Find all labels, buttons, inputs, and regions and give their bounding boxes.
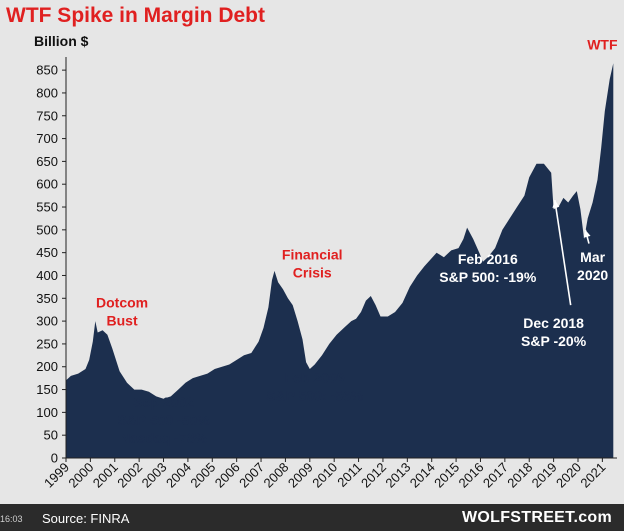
annotation-0: Dotcom Bust	[96, 294, 148, 328]
x-tick-label: 2011	[334, 460, 364, 490]
y-tick-label: 750	[36, 108, 58, 123]
annotation-7: WTF	[587, 37, 618, 53]
annotation-line: Bust	[107, 312, 138, 328]
brand-label: WOLFSTREET.com	[462, 509, 612, 526]
x-tick-label: 2012	[358, 460, 389, 491]
x-tick-label: 2021	[577, 460, 608, 491]
y-axis-label: Billion $	[34, 33, 89, 49]
source-label: Source: FINRA	[42, 511, 130, 526]
annotation-line: WTF	[587, 37, 618, 53]
y-axis-ticks: 0 50 100 150 200 250 300 350 400 450 500 550 600 650 7…	[36, 63, 66, 466]
x-tick-label: 2009	[285, 460, 316, 491]
annotation-5: Dec 2018 S&P -20%	[521, 315, 587, 349]
annotation-2: Sep 2002 S&P 500 -50% Nasdaq -78%	[117, 394, 210, 446]
y-tick-label: 700	[36, 131, 58, 146]
x-tick-label: 2000	[65, 460, 96, 491]
y-tick-label: 550	[36, 200, 58, 215]
annotation-line: S&P -20%	[521, 333, 587, 349]
x-tick-label: 2014	[407, 460, 438, 491]
x-tick-label: 2010	[309, 460, 340, 491]
annotation-4: Feb 2016 S&P 500: -19%	[439, 251, 537, 285]
x-tick-label: 1999	[41, 460, 72, 491]
x-tick-label: 2004	[163, 460, 194, 491]
x-tick-label: 2016	[456, 460, 487, 491]
annotation-arrow-head	[552, 200, 560, 208]
y-tick-label: 500	[36, 222, 58, 237]
x-tick-label: 2003	[139, 460, 170, 491]
x-tick-label: 2015	[431, 460, 462, 491]
y-tick-label: 100	[36, 405, 58, 420]
annotation-line: Crisis	[293, 265, 332, 281]
annotation-line: S&P 500 -50%	[117, 412, 210, 428]
annotation-6: Mar 2020	[577, 249, 608, 283]
annotation-line: S&P 500: -56%	[266, 388, 364, 404]
annotation-line: Feb 2009	[285, 370, 345, 386]
annotation-line: Dotcom	[96, 294, 148, 310]
x-tick-label: 2001	[90, 460, 121, 491]
y-tick-label: 450	[36, 245, 58, 260]
x-tick-label: 2020	[553, 460, 584, 491]
annotation-line: Nasdaq -78%	[120, 430, 208, 446]
y-tick-label: 850	[36, 63, 58, 78]
annotation-line: Financial	[282, 247, 343, 263]
annotation-line: Dec 2018	[523, 315, 584, 331]
y-tick-label: 300	[36, 314, 58, 329]
series-area-0	[66, 63, 614, 459]
x-tick-label: 2019	[529, 460, 560, 491]
x-tick-label: 2005	[187, 460, 218, 491]
y-tick-label: 400	[36, 268, 58, 283]
chart-title: WTF Spike in Margin Debt	[6, 4, 265, 27]
y-tick-label: 150	[36, 382, 58, 397]
x-tick-label: 2013	[382, 460, 413, 491]
y-tick-label: 250	[36, 336, 58, 351]
annotation-3: Feb 2009 S&P 500: -56%	[266, 370, 364, 404]
annotation-line: S&P 500: -19%	[439, 269, 537, 285]
x-tick-label: 2002	[114, 460, 145, 491]
x-tick-label: 2017	[480, 460, 511, 491]
annotations: Dotcom Bust Financial Crisis Sep 2002 S&P 500…	[96, 37, 618, 446]
annotation-arrow-line	[554, 200, 572, 306]
footer-bar: 16:03 Source: FINRA WOLFSTREET.com	[0, 504, 624, 531]
x-tick-label: 2006	[212, 460, 243, 491]
y-tick-label: 50	[44, 428, 58, 443]
annotation-line: Feb 2016	[458, 251, 518, 267]
x-tick-label: 2008	[260, 460, 291, 491]
clock-text: 16:03	[0, 514, 23, 524]
annotation-1: Financial Crisis	[282, 247, 343, 281]
y-tick-label: 650	[36, 154, 58, 169]
annotation-line: Mar	[580, 249, 605, 265]
x-axis-ticks: 1999200020012002200320042005200620072008…	[41, 458, 608, 491]
annotation-line: Sep 2002	[133, 394, 194, 410]
x-tick-label: 2007	[236, 460, 267, 491]
y-tick-label: 200	[36, 359, 58, 374]
annotation-line: 2020	[577, 267, 608, 283]
y-tick-label: 350	[36, 291, 58, 306]
annotation-arrow-head	[583, 229, 591, 238]
y-tick-label: 800	[36, 85, 58, 100]
y-tick-label: 0	[51, 451, 58, 466]
x-tick-label: 2018	[504, 460, 535, 491]
y-tick-label: 600	[36, 177, 58, 192]
plot-area	[65, 57, 617, 459]
